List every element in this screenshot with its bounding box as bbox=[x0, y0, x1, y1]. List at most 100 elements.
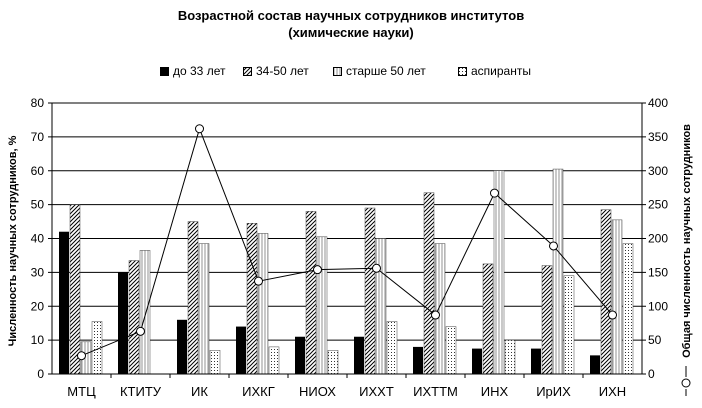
bar-3 bbox=[434, 243, 446, 375]
x-tick-label: ИК bbox=[191, 384, 208, 399]
x-tick-label: ИНХ bbox=[481, 384, 509, 399]
bar-3 bbox=[375, 238, 387, 375]
line-marker bbox=[549, 241, 558, 251]
x-tick-label: ИХХТ bbox=[359, 384, 394, 399]
bar-2 bbox=[423, 192, 435, 375]
bar-2 bbox=[541, 265, 553, 375]
legend-label-under-33: до 33 лет bbox=[173, 64, 226, 78]
y-right-tick-label: 300 bbox=[648, 164, 668, 178]
bar-1 bbox=[472, 348, 482, 374]
legend-swatch-hatch bbox=[243, 66, 252, 76]
bar-2 bbox=[482, 263, 494, 375]
bar-2 bbox=[187, 221, 199, 375]
bar-2 bbox=[246, 223, 258, 375]
y-right-tick-label: 350 bbox=[648, 130, 668, 144]
y-left-tick-label: 0 bbox=[37, 367, 44, 381]
line-marker bbox=[431, 310, 440, 320]
y-right-tick-label: 200 bbox=[648, 232, 668, 246]
legend-label-34-50: 34-50 лет bbox=[256, 64, 309, 78]
line-layer bbox=[77, 124, 617, 361]
line-marker bbox=[490, 188, 499, 198]
bar-3 bbox=[257, 233, 269, 375]
x-tick-label: КТИТУ bbox=[120, 384, 162, 399]
bar-4 bbox=[504, 339, 516, 375]
legend-label-postgrad: аспиранты bbox=[471, 64, 531, 78]
line-marker bbox=[372, 263, 381, 273]
y-left-tick-label: 80 bbox=[31, 96, 45, 110]
y-left-tick-label: 30 bbox=[31, 265, 45, 279]
x-tick-label: МТЦ bbox=[67, 384, 96, 399]
y-left-tick-label: 60 bbox=[31, 164, 45, 178]
bar-2 bbox=[128, 260, 140, 375]
bar-3 bbox=[198, 243, 210, 375]
bar-4 bbox=[445, 326, 457, 375]
y-right-tick-label: 100 bbox=[648, 299, 668, 313]
line-marker bbox=[136, 326, 145, 336]
chart-title: Возрастной состав научных сотрудников ин… bbox=[177, 8, 525, 23]
y-right-tick-label: 400 bbox=[648, 96, 668, 110]
legend-swatch-solid bbox=[160, 66, 169, 76]
legend-item-under-33: до 33 лет bbox=[160, 64, 225, 78]
right-axis-marker-icon bbox=[681, 366, 691, 396]
legend-item-over-50: старше 50 лет bbox=[333, 64, 426, 78]
bar-1 bbox=[295, 336, 305, 374]
x-tick-label: НИОХ bbox=[299, 384, 336, 399]
bar-4 bbox=[327, 350, 339, 375]
total-staff-line bbox=[81, 127, 613, 357]
y-right-tick-label: 250 bbox=[648, 198, 668, 212]
x-tick-label: ИрИХ bbox=[536, 384, 571, 399]
legend-item-postgrad: аспиранты bbox=[458, 64, 531, 78]
bar-4 bbox=[386, 321, 398, 375]
bar-3 bbox=[552, 168, 564, 375]
bar-4 bbox=[622, 243, 634, 375]
bar-1 bbox=[118, 272, 128, 374]
bar-3 bbox=[316, 236, 328, 375]
line-marker bbox=[254, 276, 263, 286]
y-right-tick-label: 150 bbox=[648, 265, 668, 279]
bar-1 bbox=[590, 355, 600, 374]
line-marker bbox=[313, 265, 322, 275]
bar-1 bbox=[413, 346, 423, 374]
y-left-tick-label: 40 bbox=[31, 232, 45, 246]
bars-layer bbox=[59, 168, 634, 375]
x-tick-label: ИХН bbox=[599, 384, 626, 399]
bar-2 bbox=[69, 204, 81, 375]
bar-3 bbox=[139, 250, 151, 375]
x-tick-label: ИХТТМ bbox=[413, 384, 458, 399]
y-axis-right-label: Общая численность научных сотрудников bbox=[681, 124, 693, 358]
bar-2 bbox=[364, 207, 376, 375]
legend-swatch-vertical bbox=[333, 66, 342, 76]
bar-1 bbox=[177, 319, 187, 374]
y-left-tick-label: 50 bbox=[31, 198, 45, 212]
line-marker bbox=[608, 310, 617, 320]
bar-1 bbox=[354, 336, 364, 374]
line-marker bbox=[77, 351, 86, 361]
y-left-tick-label: 10 bbox=[31, 333, 45, 347]
bar-3 bbox=[493, 170, 505, 375]
x-tick-label: ИХКГ bbox=[242, 384, 275, 399]
bar-2 bbox=[600, 209, 612, 375]
legend-item-34-50: 34-50 лет bbox=[243, 64, 309, 78]
legend-label-over-50: старше 50 лет bbox=[346, 64, 426, 78]
chart-subtitle: (химические науки) bbox=[288, 25, 414, 40]
y-right-tick-label: 50 bbox=[648, 333, 662, 347]
axes-layer bbox=[48, 102, 646, 378]
y-right-tick-label: 0 bbox=[648, 367, 655, 381]
bar-4 bbox=[268, 346, 280, 375]
bar-3 bbox=[611, 219, 623, 375]
labels-layer: 0 10 20 30 40 50 60 70 80 0 50 100 150 200 250 300 350 40… bbox=[31, 96, 669, 399]
bar-4 bbox=[209, 350, 221, 375]
bar-1 bbox=[236, 326, 246, 374]
y-left-tick-label: 20 bbox=[31, 299, 45, 313]
y-left-tick-label: 70 bbox=[31, 130, 45, 144]
bar-4 bbox=[563, 275, 575, 375]
legend: до 33 лет 34-50 лет старше 50 лет аспира… bbox=[0, 64, 702, 80]
legend-swatch-dotted bbox=[458, 66, 467, 76]
bar-1 bbox=[531, 348, 541, 374]
bar-1 bbox=[59, 231, 69, 374]
bar-2 bbox=[305, 211, 317, 375]
line-marker bbox=[195, 124, 204, 134]
y-axis-left-label: Численность научных сотрудников, % bbox=[7, 135, 19, 346]
